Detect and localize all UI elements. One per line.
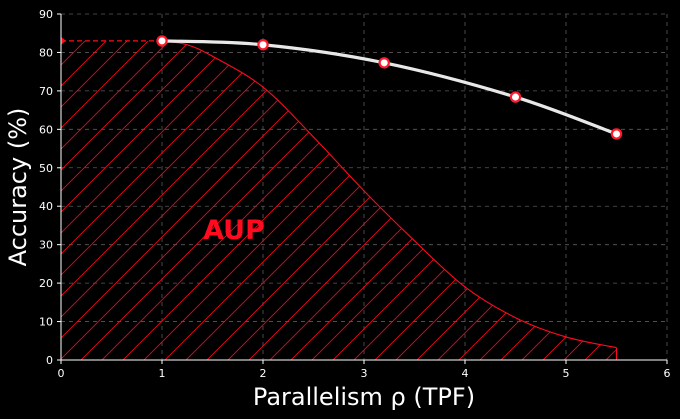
y-tick-label: 0 xyxy=(46,354,53,367)
aup-label: AUP xyxy=(203,215,265,246)
x-tick-label: 3 xyxy=(361,367,368,380)
data-point xyxy=(378,57,390,69)
y-tick-label: 10 xyxy=(39,316,53,329)
y-tick-label: 20 xyxy=(39,277,53,290)
aup-area-layer xyxy=(61,36,618,361)
x-tick-label: 0 xyxy=(58,367,65,380)
aup-boundary-curve xyxy=(161,40,617,349)
data-point xyxy=(610,128,623,140)
x-tick-label: 5 xyxy=(563,367,570,380)
y-axis-title: Accuracy (%) xyxy=(4,108,32,267)
x-tick-label: 1 xyxy=(159,367,166,380)
x-tick-label: 6 xyxy=(664,367,671,380)
y-tick-label: 70 xyxy=(39,85,53,98)
x-tick-label: 2 xyxy=(260,367,267,380)
data-point xyxy=(156,35,168,47)
series-layer xyxy=(156,35,623,140)
y-tick-label: 60 xyxy=(39,123,53,136)
y-tick-label: 40 xyxy=(39,200,53,213)
aup-hatched-area xyxy=(61,40,617,361)
data-point xyxy=(257,39,269,51)
y-tick-label: 50 xyxy=(39,162,53,175)
x-tick-label: 4 xyxy=(462,367,469,380)
y-tick-label: 30 xyxy=(39,239,53,252)
aup-start-marker xyxy=(61,36,66,45)
x-axis-title: Parallelism ρ (TPF) xyxy=(253,383,475,411)
y-tick-label: 80 xyxy=(39,46,53,59)
y-tick-label: 90 xyxy=(39,8,53,21)
data-point xyxy=(509,91,522,103)
